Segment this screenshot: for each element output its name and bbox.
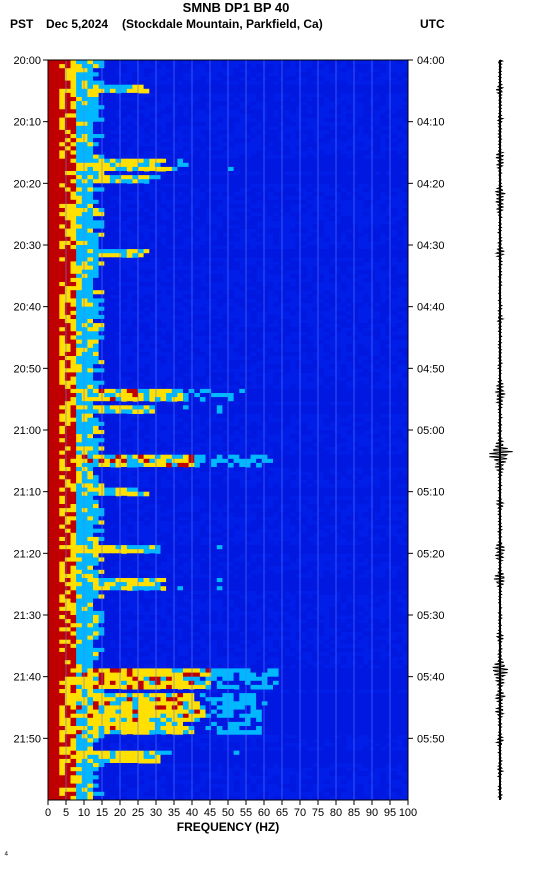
pst-time-label: 21:20 [13,548,41,560]
chart-title: SMNB DP1 BP 40 [183,0,290,15]
date-label: Dec 5,2024 [46,17,108,31]
pst-time-label: 21:30 [13,610,41,622]
x-tick-label: 100 [399,807,417,819]
pst-time-label: 20:20 [13,178,41,190]
utc-time-label: 05:00 [417,425,445,437]
utc-time-label: 04:40 [417,302,445,314]
x-tick-label: 0 [45,807,51,819]
x-tick-label: 80 [330,807,342,819]
x-tick-label: 65 [276,807,288,819]
x-tick-label: 90 [366,807,378,819]
x-tick-label: 15 [96,807,108,819]
x-tick-label: 95 [384,807,396,819]
utc-time-label: 04:50 [417,363,445,375]
pst-time-label: 21:10 [13,487,41,499]
utc-time-label: 04:20 [417,178,445,190]
x-tick-label: 75 [312,807,324,819]
pst-time-label: 20:40 [13,302,41,314]
x-tick-label: 50 [222,807,234,819]
x-tick-label: 40 [186,807,198,819]
utc-time-label: 04:00 [417,55,445,67]
pst-time-label: 21:40 [13,672,41,684]
x-tick-label: 70 [294,807,306,819]
x-tick-label: 45 [204,807,216,819]
utc-time-label: 04:10 [417,117,445,129]
x-tick-label: 30 [150,807,162,819]
pst-time-label: 21:00 [13,425,41,437]
x-axis-label: FREQUENCY (HZ) [177,820,279,834]
utc-time-label: 05:10 [417,487,445,499]
x-tick-label: 20 [114,807,126,819]
x-tick-label: 10 [78,807,90,819]
pst-time-label: 20:30 [13,240,41,252]
pst-time-label: 20:50 [13,363,41,375]
x-tick-label: 85 [348,807,360,819]
utc-time-label: 05:40 [417,672,445,684]
pst-time-label: 20:00 [13,55,41,67]
tz-left-label: PST [10,17,34,31]
x-tick-label: 35 [168,807,180,819]
utc-time-label: 04:30 [417,240,445,252]
utc-time-label: 05:50 [417,733,445,745]
x-tick-label: 55 [240,807,252,819]
x-tick-label: 60 [258,807,270,819]
x-tick-label: 25 [132,807,144,819]
footer-mark: ⁴ [4,850,8,861]
utc-time-label: 05:20 [417,548,445,560]
tz-right-label: UTC [420,17,445,31]
location-label: (Stockdale Mountain, Parkfield, Ca) [122,17,323,31]
x-tick-label: 5 [63,807,69,819]
pst-time-label: 21:50 [13,733,41,745]
utc-time-label: 05:30 [417,610,445,622]
pst-time-label: 20:10 [13,117,41,129]
